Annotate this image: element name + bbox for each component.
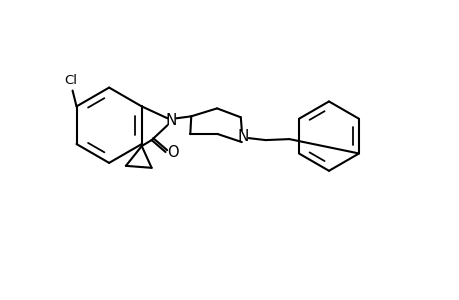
Text: O: O: [166, 146, 178, 160]
Text: N: N: [236, 129, 248, 144]
Text: Cl: Cl: [64, 74, 77, 87]
Text: N: N: [165, 113, 177, 128]
